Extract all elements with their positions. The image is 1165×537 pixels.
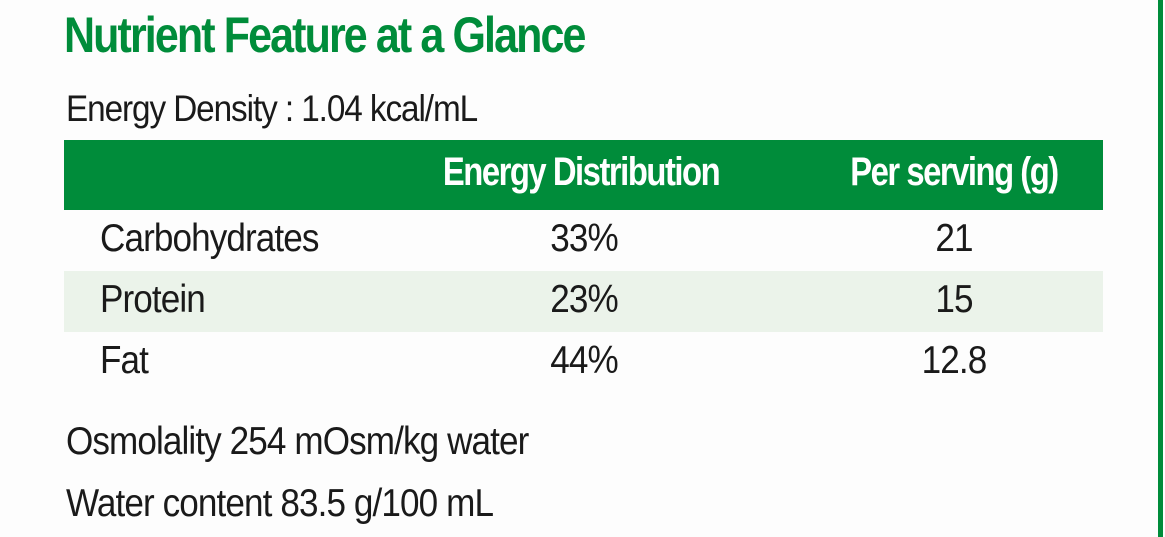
energy-density-separator: : [276,88,302,129]
energy-density-value: 1.04 kcal/mL [301,88,478,129]
energy-percent: 44% [550,339,618,382]
table-header: Energy Distribution Per serving (g) [64,140,1103,210]
page-title: Nutrient Feature at a Glance [64,7,586,63]
header-energy-distribution: Energy Distribution [442,150,721,194]
table-row: Fat 44% 12.8 [64,332,1103,393]
nutrient-table: Energy Distribution Per serving (g) Carb… [64,140,1103,393]
serving-grams: 15 [935,278,973,321]
energy-density: Energy Density : 1.04 kcal/mL [66,88,478,130]
water-content-text: Water content 83.5 g/100 mL [66,482,494,525]
accent-divider [1158,0,1163,537]
nutrient-name: Carbohydrates [100,217,319,260]
table-row: Protein 23% 15 [64,271,1103,332]
nutrient-name: Protein [100,278,206,321]
serving-grams: 12.8 [921,339,988,382]
energy-percent: 33% [550,217,618,260]
energy-density-label: Energy Density [66,88,278,129]
serving-grams: 21 [935,217,973,260]
nutrient-name: Fat [100,339,149,382]
energy-percent: 23% [550,278,618,321]
header-per-serving: Per serving (g) [850,150,1059,194]
osmolality-text: Osmolality 254 mOsm/kg water [66,420,529,463]
table-row: Carbohydrates 33% 21 [64,210,1103,271]
